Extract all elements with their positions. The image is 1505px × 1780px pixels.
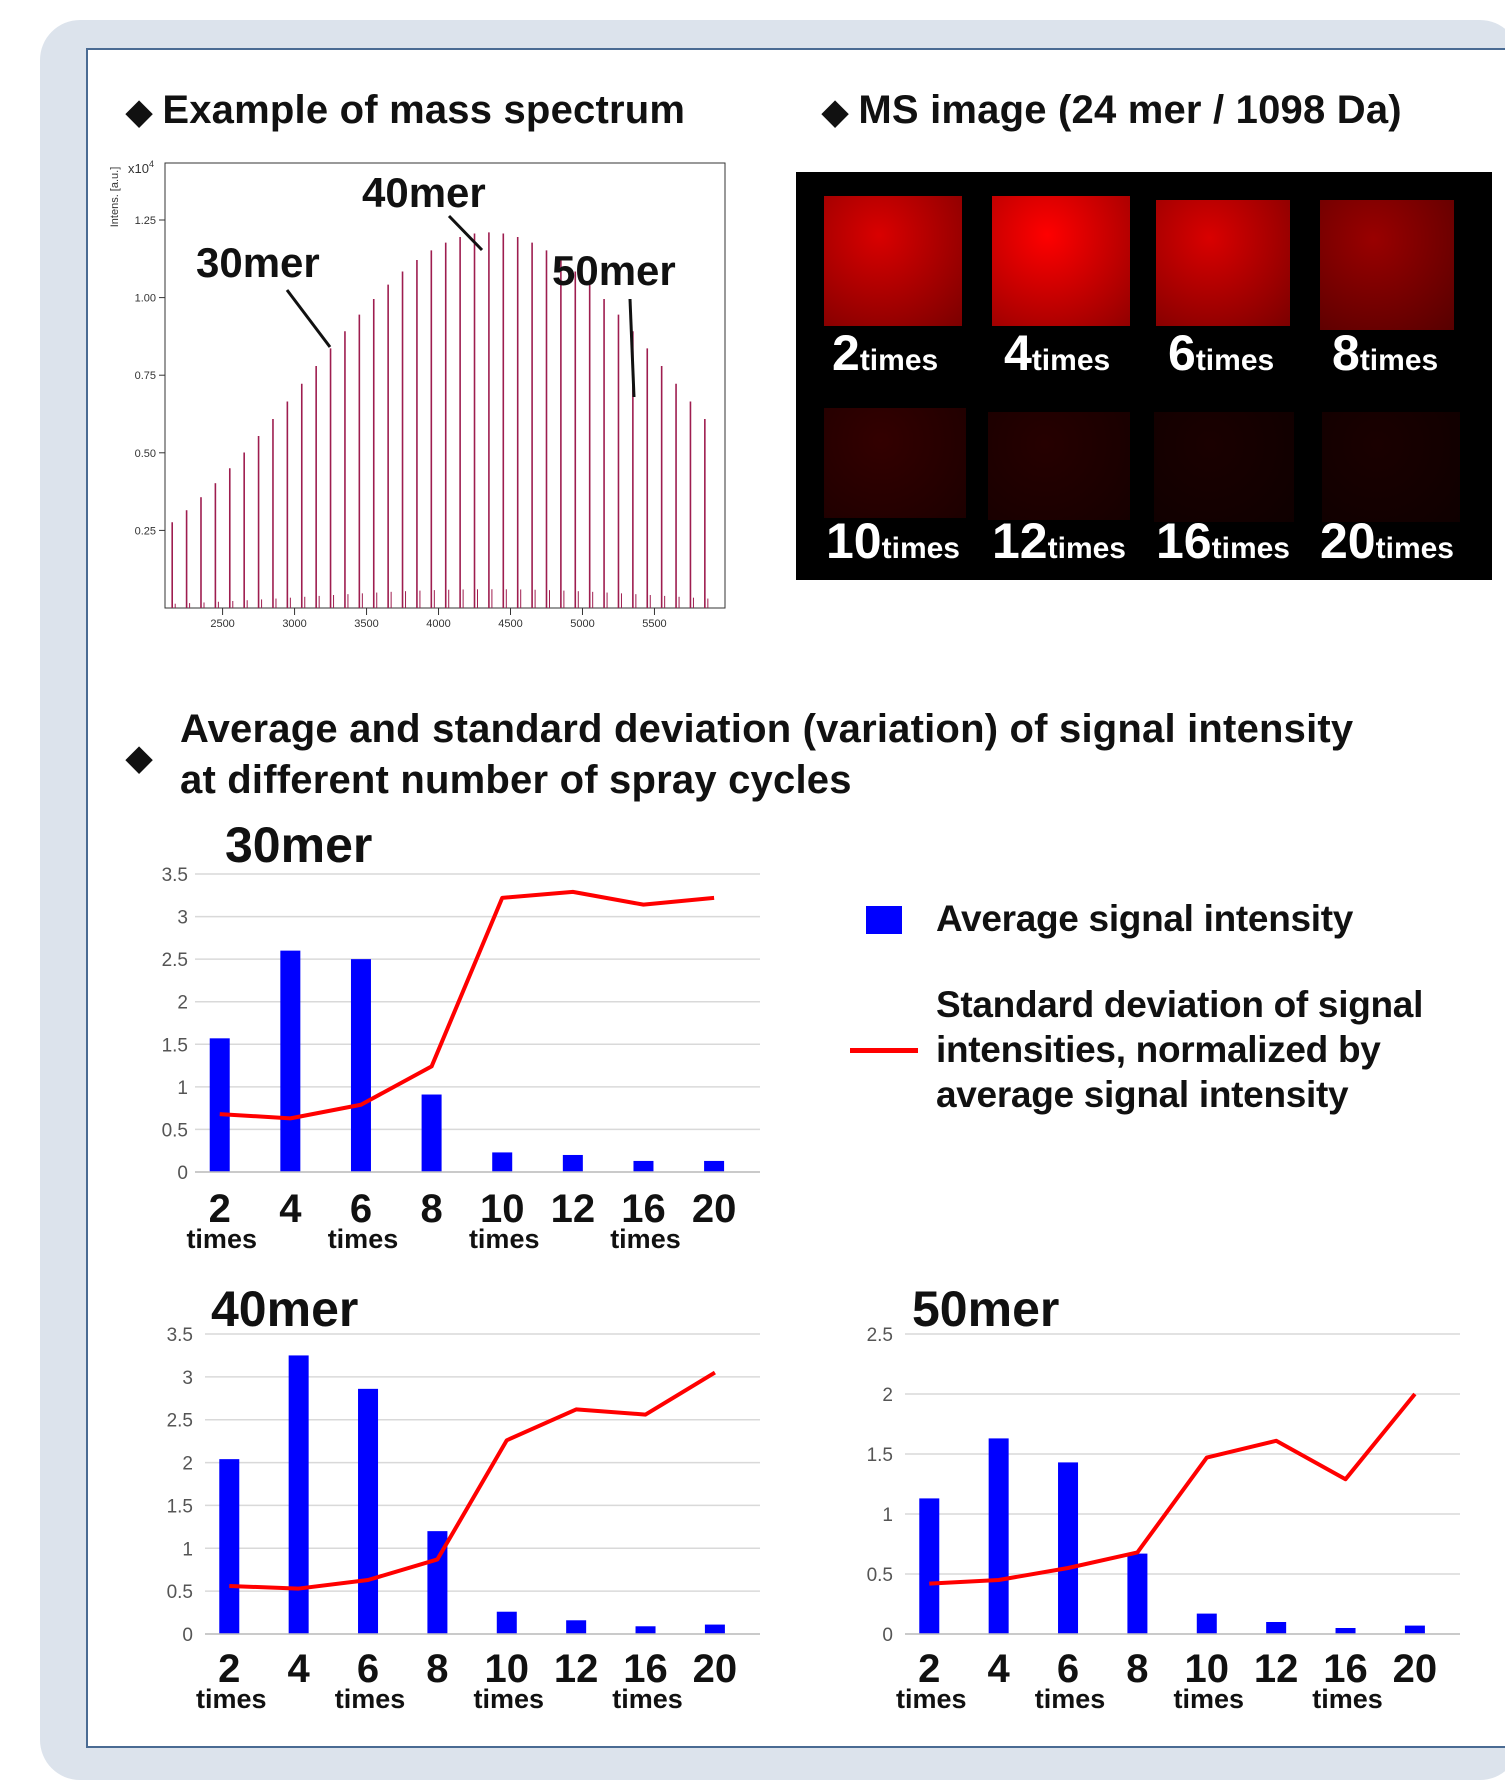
ytick-label: 0.5	[162, 1120, 188, 1141]
ytick-label: 0	[177, 1163, 188, 1184]
ytick-label: 2.5	[162, 950, 188, 971]
spectrum-ytick-label: 0.25	[135, 525, 156, 537]
ms-tile-20-times	[1322, 412, 1460, 522]
xtick-label: 6	[350, 1187, 372, 1231]
spectrum-xtick-label: 4500	[498, 618, 522, 630]
spectrum-ylabel: Intens. [a.u.]	[109, 167, 121, 228]
heading-mass-spectrum: ◆ Example of mass spectrum	[126, 88, 685, 133]
ms-tile-label: 8times	[1332, 325, 1439, 381]
legend-label-average: Average signal intensity	[936, 898, 1354, 939]
ms-tile-16-times	[1154, 412, 1294, 522]
xtick-sublabel: times	[469, 1224, 540, 1254]
ytick-label: 1	[177, 1078, 188, 1099]
chart-title-50mer: 50mer	[912, 1281, 1060, 1337]
ms-tile-label: 12times	[992, 513, 1126, 569]
ms-tile-label: 6times	[1168, 325, 1275, 381]
xtick-label: 12	[551, 1187, 596, 1231]
annotation-40mer-pointer	[447, 214, 484, 252]
annotation-30mer-pointer	[285, 289, 332, 348]
xtick-label: 4	[279, 1187, 302, 1231]
spectrum-xtick-label: 5000	[570, 618, 594, 630]
heading-ms-image-text: MS image (24 mer / 1098 Da)	[858, 88, 1402, 132]
xtick-sublabel: times	[610, 1224, 681, 1254]
spectrum-xtick-label: 2500	[210, 618, 234, 630]
spectrum-xtick-label: 3500	[354, 618, 378, 630]
bar-average	[704, 1160, 725, 1172]
ytick-label: 2	[177, 993, 188, 1014]
line-std-dev	[219, 889, 715, 1121]
ms-tile-4-times	[992, 196, 1130, 326]
bar-average	[280, 950, 301, 1172]
heading-avg-sd-line2: at different number of spray cycles	[180, 758, 852, 802]
annotation-30mer: 30mer	[196, 239, 320, 286]
ms-tile-label: 20times	[1320, 513, 1454, 569]
spectrum-xtick-label: 3000	[282, 618, 306, 630]
ytick-label: 1.5	[162, 1035, 188, 1056]
bullet-diamond-icon: ◆	[822, 93, 849, 131]
ms-tile-label: 4times	[1004, 325, 1111, 381]
spectrum-ytick-label: 0.75	[135, 370, 156, 382]
bullet-diamond-icon: ◆	[126, 739, 153, 777]
bar-average	[633, 1160, 654, 1172]
heading-avg-sd-line1: Average and standard deviation (variatio…	[180, 707, 1354, 751]
legend-label-std-dev-line1: Standard deviation of signal	[936, 984, 1424, 1025]
legend-label-std-dev-line2: intensities, normalized by	[936, 1029, 1381, 1070]
ms-tile-12-times	[988, 412, 1130, 520]
annotation-50mer: 50mer	[552, 247, 676, 294]
ms-image-grid: 2times 4times 6times 8times 10times 12ti…	[796, 172, 1492, 580]
xtick-label: 20	[692, 1187, 737, 1231]
mass-spectrum-chart: Intens. [a.u.] x104 1.25 1.00 0.75 0.50 0.25…	[109, 159, 726, 630]
legend-swatch-average	[866, 906, 902, 934]
bar-average	[562, 1154, 583, 1172]
xtick-label: 8	[420, 1187, 442, 1231]
xtick-label: 10	[480, 1187, 525, 1231]
legend-label-std-dev-line3: average signal intensity	[936, 1074, 1349, 1115]
ms-tile-10-times	[824, 408, 966, 518]
xtick-sublabel: times	[186, 1224, 257, 1254]
chart-title-40mer: 40mer	[211, 1281, 359, 1337]
annotation-40mer: 40mer	[362, 169, 486, 216]
bar-average	[421, 1094, 442, 1172]
ytick-label: 3	[177, 908, 188, 929]
bullet-diamond-icon: ◆	[126, 93, 153, 131]
ytick-label: 3.5	[162, 865, 188, 886]
legend-swatch-std-dev	[850, 1048, 918, 1053]
ms-tile-label: 16times	[1156, 513, 1290, 569]
heading-mass-spectrum-text: Example of mass spectrum	[162, 88, 686, 132]
ms-tile-label: 10times	[826, 513, 960, 569]
spectrum-xtick-label: 4000	[426, 618, 450, 630]
ms-tile-2-times	[824, 196, 962, 326]
bar-average	[492, 1152, 513, 1172]
spectrum-scale: x104	[128, 159, 154, 176]
xtick-label: 2	[209, 1187, 231, 1231]
xtick-sublabel: times	[328, 1224, 399, 1254]
annotation-50mer-pointer	[628, 298, 636, 398]
spectrum-ytick-label: 0.50	[135, 448, 156, 460]
spectrum-ytick-label: 1.00	[135, 293, 156, 305]
spectrum-ytick-label: 1.25	[135, 215, 156, 227]
spectrum-xtick-label: 5500	[642, 618, 666, 630]
ms-tile-6-times	[1156, 200, 1290, 326]
ms-tile-8-times	[1320, 200, 1454, 330]
ms-tile-label: 2times	[832, 325, 939, 381]
chart-title-30mer: 30mer	[225, 817, 373, 873]
bar-average	[350, 959, 371, 1172]
heading-ms-image: ◆ MS image (24 mer / 1098 Da)	[822, 88, 1402, 133]
bar-average	[209, 1038, 230, 1172]
xtick-label: 16	[621, 1187, 666, 1231]
